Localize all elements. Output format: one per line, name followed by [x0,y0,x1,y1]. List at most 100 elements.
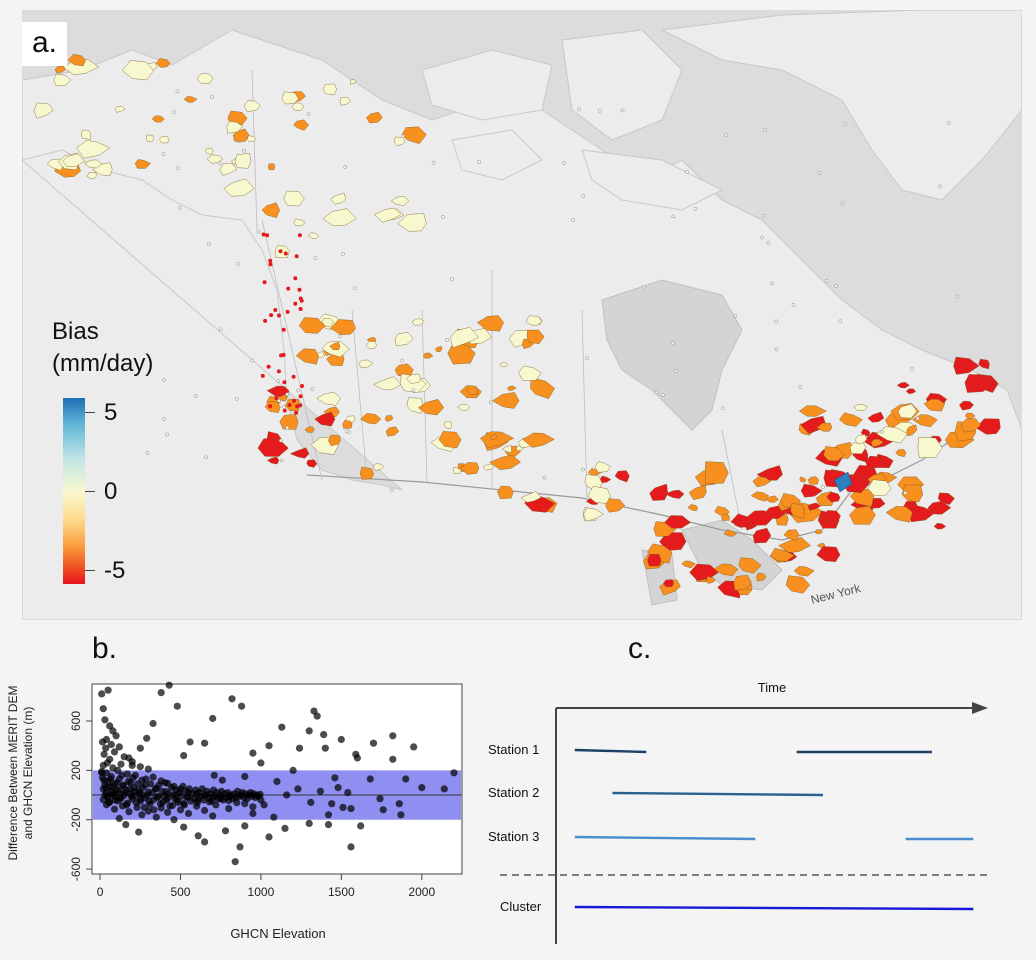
watershed-polygon [365,341,377,349]
watershed-polygon [959,400,974,411]
scatter-point [450,769,458,777]
watershed-polygon [374,207,402,223]
scatter-point [99,705,107,713]
scatter-point [132,798,140,806]
watershed-polygon [62,153,85,168]
station-dot [910,366,914,371]
watershed-polygon [614,470,630,483]
scatter-point [225,805,233,813]
watershed-polygon [447,342,476,365]
scatter-point [98,769,106,777]
timeline-row-label: Station 1 [488,742,539,757]
scatter-point [102,744,110,752]
station-dot [488,400,493,405]
watershed-polygon [720,513,730,521]
scatter-point [440,785,448,793]
scatter-point [155,781,163,789]
station-dot [352,286,357,290]
watershed-polygon [226,121,243,134]
province-boundaries [261,219,743,531]
watershed-polygon [965,412,976,420]
watershed-polygon [778,537,811,554]
watershed-polygon [502,445,512,453]
watershed-polygon [499,362,509,368]
station-dot [162,378,167,383]
watershed-polygon [183,96,198,103]
coastal-station [276,369,281,374]
y-tick-label: -200 [69,807,83,831]
coastal-station [282,380,287,385]
watershed-polygon [394,332,414,347]
watershed-polygon [434,346,443,352]
scatter-point [110,805,119,813]
coastal-station [274,396,279,400]
watershed-polygon [342,420,353,429]
watershed-polygon [384,415,394,422]
scatter-point [209,714,217,723]
scatter-point [164,808,172,816]
scatter-point [180,801,189,809]
scatter-point [347,805,355,813]
scatter-point [100,776,108,784]
station-dot [236,262,240,266]
watershed-polygon [411,318,425,326]
watershed-polygon [896,382,910,389]
station-dot [774,319,779,324]
scatter-point [104,686,112,694]
watershed-polygon [406,397,424,414]
scatter-point [305,727,313,735]
watershed-polygon [520,491,542,503]
watershed-polygon [793,566,815,577]
scatter-point [418,784,426,792]
legend-title-line2: (mm/day) [52,350,154,377]
coastal-station [282,408,287,413]
station-dot [671,214,676,219]
x-tick-label: 500 [170,885,190,899]
scatter-point [389,732,397,740]
x-tick-label: 2000 [408,885,435,899]
watershed-polygon [826,491,841,503]
station-dot [206,241,211,246]
legend-tick-mark-0 [85,491,95,492]
watershed-polygon [790,503,805,519]
watershed-polygon [489,454,521,470]
coastal-station [299,298,304,303]
time-arrow-head [972,702,988,714]
scatter-point [142,775,150,783]
watershed-polygon [849,505,876,525]
scatter-point [379,806,387,814]
scatter-point [238,702,246,710]
station-dot [209,95,214,99]
coastal-station [293,301,298,306]
watershed-polygon [933,523,947,530]
watershed-polygon [76,140,111,159]
watershed-polygon [687,504,698,512]
greenland-land [660,10,1022,201]
coastal-station [298,394,303,399]
scatter-point [115,814,123,823]
scatter-point [347,843,355,851]
coastal-station [267,435,272,440]
arctic-islands [421,29,724,211]
scatter-point [166,802,174,810]
scatter-point [320,731,328,739]
scatter-point [249,803,257,811]
watershed-polygon [870,439,884,448]
scatter-point [140,803,148,811]
y-tick-label: 600 [69,711,83,731]
station-dot [400,358,405,363]
watershed-polygon [816,422,833,432]
scatter-point [210,771,218,779]
watershed-polygon [807,476,819,485]
scatter-point [218,776,226,784]
scatter-point [102,784,110,792]
coastal-station [262,280,267,285]
scatter-point [324,821,333,829]
watershed-polygon [664,515,691,529]
watershed-polygon [438,431,462,449]
coastal-station [273,308,278,312]
scatter-point [149,773,157,781]
coastal-station [285,309,290,314]
watershed-polygon [906,424,918,437]
scatter-point [116,793,124,802]
